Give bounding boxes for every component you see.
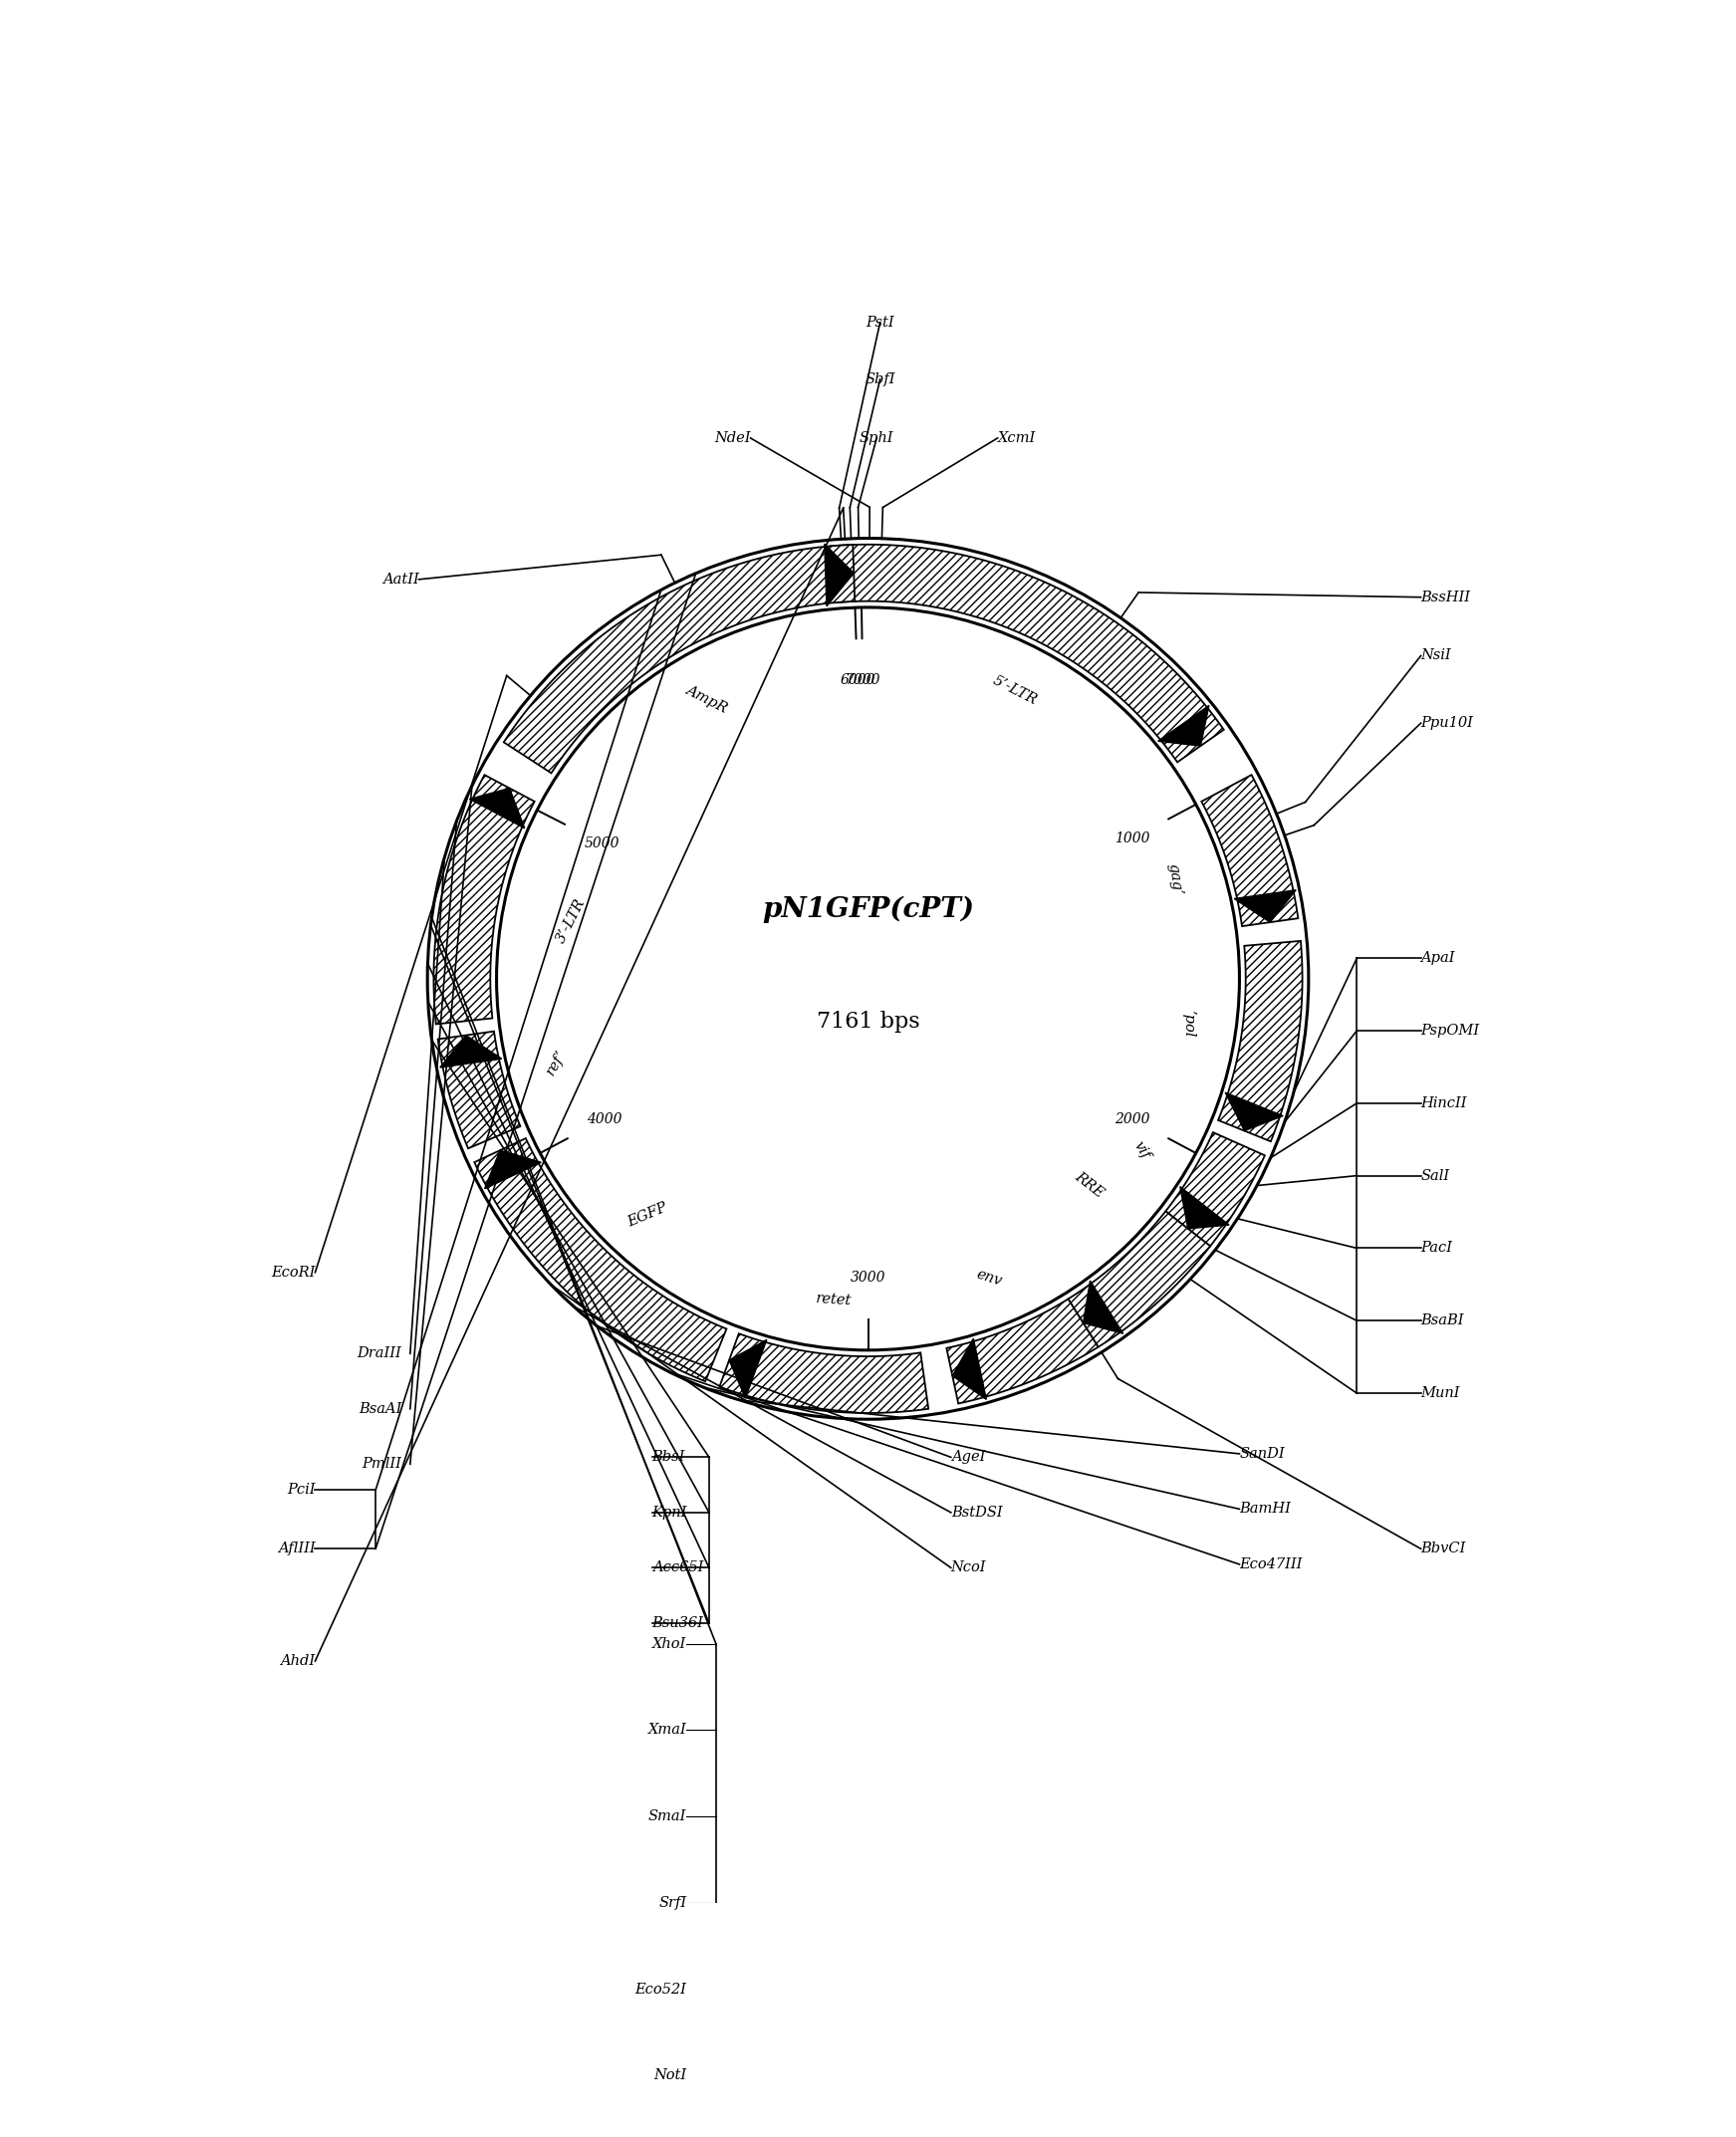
Text: HincII: HincII [1420, 1096, 1467, 1109]
Text: SmaI: SmaI [648, 1810, 687, 1823]
Text: AgeI: AgeI [951, 1451, 984, 1464]
Polygon shape [830, 545, 1224, 763]
Text: EGFP: EGFP [625, 1201, 670, 1229]
Polygon shape [437, 1032, 521, 1148]
Polygon shape [503, 545, 854, 774]
Text: env: env [974, 1267, 1003, 1289]
Text: Ppu10I: Ppu10I [1420, 716, 1474, 731]
Text: BamHI: BamHI [1240, 1502, 1292, 1515]
Text: 5000: 5000 [583, 836, 620, 851]
Text: BssHII: BssHII [1420, 590, 1470, 605]
Text: AatII: AatII [382, 573, 418, 586]
Polygon shape [1068, 1212, 1210, 1346]
Polygon shape [1180, 1186, 1229, 1229]
Polygon shape [719, 1333, 929, 1413]
Text: pN1GFP(cPT): pN1GFP(cPT) [762, 895, 974, 923]
Text: DraIII: DraIII [358, 1346, 401, 1361]
Polygon shape [484, 1150, 542, 1188]
Text: 5’-LTR: 5’-LTR [990, 673, 1040, 707]
Text: EcoRI: EcoRI [271, 1265, 316, 1280]
Text: XmaI: XmaI [648, 1722, 687, 1737]
Text: gag’: gag’ [1167, 861, 1184, 895]
Text: AflIII: AflIII [278, 1541, 316, 1556]
Polygon shape [1234, 889, 1297, 923]
Text: AhdI: AhdI [279, 1654, 316, 1669]
Text: BbvCI: BbvCI [1420, 1541, 1467, 1556]
Polygon shape [474, 1139, 727, 1381]
Text: ’pol: ’pol [1180, 1011, 1194, 1036]
Text: Acc65I: Acc65I [653, 1560, 703, 1575]
Text: SanDI: SanDI [1240, 1447, 1285, 1462]
Text: ref’: ref’ [543, 1047, 569, 1077]
Text: 1000: 1000 [1115, 831, 1149, 846]
Polygon shape [953, 1338, 986, 1400]
Text: XhoI: XhoI [653, 1637, 687, 1650]
Text: BsaAI: BsaAI [358, 1402, 401, 1417]
Text: NcoI: NcoI [951, 1560, 986, 1575]
Text: 4000: 4000 [587, 1111, 621, 1126]
Polygon shape [729, 1340, 767, 1398]
Polygon shape [1219, 940, 1302, 1141]
Text: PmlII: PmlII [361, 1457, 401, 1470]
Text: ApaI: ApaI [1420, 951, 1455, 966]
Polygon shape [825, 545, 854, 607]
Text: RRE: RRE [1073, 1169, 1106, 1201]
Text: 3’-LTR: 3’-LTR [554, 898, 589, 945]
Text: PspOMI: PspOMI [1420, 1024, 1479, 1039]
Text: vif: vif [1132, 1139, 1153, 1160]
Polygon shape [469, 789, 524, 829]
Text: SalI: SalI [1420, 1169, 1450, 1182]
Polygon shape [1165, 1133, 1266, 1246]
Text: NotI: NotI [653, 2069, 687, 2084]
Text: Eco47III: Eco47III [1240, 1558, 1302, 1571]
Text: BstDSI: BstDSI [951, 1507, 1002, 1519]
Text: BbsI: BbsI [653, 1451, 686, 1464]
Text: SphI: SphI [859, 432, 894, 444]
Text: MunI: MunI [1420, 1387, 1460, 1400]
Text: KpnI: KpnI [653, 1507, 687, 1519]
Text: SbfI: SbfI [865, 372, 896, 387]
Text: PciI: PciI [286, 1483, 316, 1498]
Text: 3000: 3000 [851, 1272, 885, 1284]
Polygon shape [439, 1034, 502, 1068]
Polygon shape [1083, 1280, 1123, 1333]
Text: NdeI: NdeI [713, 432, 750, 444]
Text: PstI: PstI [866, 316, 894, 329]
Text: NsiI: NsiI [1420, 650, 1451, 662]
Text: AmpR: AmpR [684, 682, 729, 716]
Polygon shape [1226, 1092, 1283, 1130]
Text: PacI: PacI [1420, 1242, 1453, 1254]
Polygon shape [946, 1299, 1099, 1404]
Text: SrfI: SrfI [658, 1896, 687, 1910]
Polygon shape [1201, 776, 1299, 925]
Text: Eco52I: Eco52I [635, 1983, 687, 1996]
Text: BsaBI: BsaBI [1420, 1314, 1463, 1327]
Text: Bsu36I: Bsu36I [653, 1616, 703, 1631]
Text: 7161 bps: 7161 bps [816, 1011, 920, 1032]
Text: XcmI: XcmI [998, 432, 1036, 444]
Polygon shape [434, 776, 535, 1024]
Text: retet: retet [816, 1291, 852, 1308]
Text: 2000: 2000 [1115, 1111, 1149, 1126]
Polygon shape [1158, 705, 1208, 746]
Text: 6000: 6000 [840, 673, 875, 688]
Text: 7000: 7000 [845, 673, 880, 686]
